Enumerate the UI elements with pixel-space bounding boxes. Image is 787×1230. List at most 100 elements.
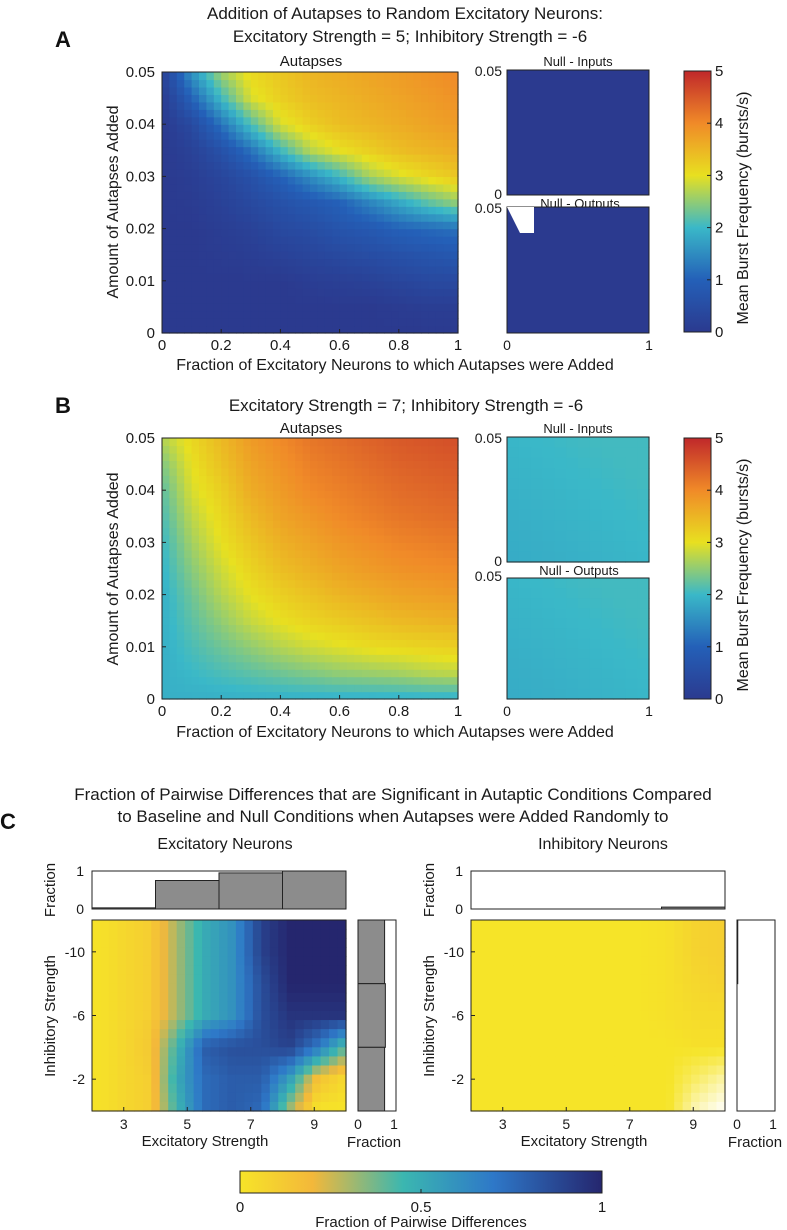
panel-c-inhibitory-heatmap-cell [504, 1101, 514, 1112]
panel-b-heatmap-cell [169, 467, 178, 476]
panel-c-inhibitory-side-xlabel: Fraction [728, 1134, 782, 1151]
panel-b-heatmap-cell [332, 609, 341, 618]
panel-a-heatmap-cell [280, 288, 289, 297]
panel-b-null-outputs-cell [578, 598, 591, 609]
panel-c-excitatory-heatmap-cell [320, 920, 330, 930]
panel-c-excitatory-heatmap-cell [185, 929, 195, 939]
panel-b-heatmap-cell [310, 646, 318, 655]
panel-b-heatmap-cell [421, 684, 429, 693]
panel-c-inhibitory-heatmap-cell [504, 1020, 514, 1030]
panel-b-heatmap-cell [398, 661, 407, 670]
panel-a-heatmap-cell [443, 183, 452, 192]
panel-a-heatmap-cell [213, 116, 222, 125]
panel-a-colorbar-tick-label: 1 [715, 272, 723, 289]
panel-b-heatmap-cell [369, 467, 378, 476]
panel-b-heatmap-cell [162, 572, 170, 581]
panel-a-null-inputs-title: Null - Inputs [543, 54, 613, 69]
panel-b-heatmap-cell [273, 542, 281, 551]
panel-a-heatmap-cell [213, 236, 222, 245]
panel-b-heatmap-cell [184, 438, 193, 447]
panel-b-heatmap-cell [265, 572, 274, 581]
panel-a-heatmap-cell [206, 124, 215, 133]
panel-b-heatmap-cell [443, 616, 452, 626]
panel-b-heatmap-cell [280, 452, 289, 461]
panel-b-heatmap-cell [435, 549, 444, 558]
panel-b-heatmap-cell [169, 557, 178, 566]
panel-c-inhibitory-heatmap-cell [530, 1029, 540, 1039]
panel-b-heatmap-cell [213, 460, 222, 469]
panel-a-heatmap-cell [347, 139, 355, 148]
panel-b-heatmap-cell [258, 676, 267, 685]
panel-c-excitatory-heatmap-cell [261, 1010, 271, 1021]
panel-c-excitatory-heatmap-cell [269, 1020, 279, 1030]
panel-b-null-outputs-cell [637, 618, 650, 630]
panel-a-heatmap-cell [184, 303, 193, 312]
panel-b-heatmap-cell [176, 460, 185, 469]
panel-b-heatmap-cell [369, 512, 378, 521]
panel-c-excitatory-heatmap-cell [286, 1047, 296, 1058]
panel-b-null-outputs-cell [578, 618, 591, 630]
panel-b-null-inputs-cell [566, 468, 579, 480]
panel-b-heatmap-cell [258, 527, 267, 536]
panel-a-heatmap-cell [339, 236, 348, 245]
panel-c-inhibitory-heatmap-cell [471, 1056, 481, 1067]
panel-a-heatmap-cell [391, 198, 400, 207]
panel-c-inhibitory-heatmap-cell [564, 1020, 574, 1030]
panel-a-heatmap-cell [302, 154, 311, 163]
panel-a-heatmap-cell [302, 303, 311, 312]
panel-c-inhibitory-heatmap-cell [471, 1001, 481, 1012]
panel-c-inhibitory-heatmap-cell [572, 1074, 582, 1085]
panel-b-heatmap-cell [421, 467, 429, 476]
panel-c-excitatory-heatmap-cell [108, 956, 118, 967]
panel-b-heatmap-cell [443, 490, 452, 499]
panel-c-excitatory-heatmap-cell [100, 1010, 110, 1021]
panel-b-heatmap-cell [213, 616, 222, 626]
panel-a-heatmap-cell [376, 325, 385, 334]
panel-a-heatmap-cell [369, 258, 378, 267]
panel-b-heatmap-cell [435, 579, 444, 588]
panel-b-heatmap-cell [265, 594, 274, 603]
panel-a-heatmap-cell [435, 183, 444, 192]
panel-a-heatmap-cell [295, 310, 304, 319]
panel-b-heatmap-cell [421, 631, 429, 640]
panel-b-null-inputs-cell [625, 551, 638, 563]
panel-c-inhibitory-heatmap-cell [623, 1001, 633, 1012]
panel-a-heatmap-cell [435, 86, 444, 95]
panel-b-heatmap-cell [339, 467, 348, 476]
panel-a-heatmap-cell [280, 146, 289, 155]
panel-c-excitatory-heatmap-cell [108, 965, 118, 976]
panel-b-null-outputs-cell [566, 638, 579, 650]
panel-b-heatmap-cell [435, 534, 444, 543]
panel-b-heatmap-cell [265, 639, 274, 648]
panel-c-excitatory-heatmap-cell [337, 965, 347, 976]
panel-c-excitatory-heatmap-cell [142, 974, 152, 985]
panel-a-heatmap-cell [295, 318, 304, 327]
panel-b-heatmap-cell [228, 654, 237, 663]
panel-b-heatmap-cell [384, 460, 392, 469]
panel-a-heatmap-cell [206, 168, 215, 177]
panel-b-heatmap-cell [213, 654, 222, 663]
panel-a-heatmap-cell [376, 295, 385, 304]
panel-b-heatmap-cell [273, 661, 281, 670]
panel-c-excitatory-heatmap-cell [252, 947, 262, 957]
panel-c-excitatory-heatmap-cell [168, 956, 178, 967]
panel-c-excitatory-heatmap-cell [278, 920, 288, 930]
panel-a-heatmap-cell [435, 191, 444, 200]
panel-b-heatmap-cell [221, 490, 230, 499]
panel-c-inhibitory-heatmap-cell [479, 1029, 489, 1039]
panel-c-excitatory-heatmap-cell [235, 1065, 245, 1076]
panel-b-heatmap-cell [391, 460, 400, 469]
panel-c-excitatory-heatmap-cell [210, 1083, 220, 1094]
panel-a-heatmap-cell [162, 228, 170, 237]
panel-c-inhibitory-heatmap-cell [708, 1001, 718, 1012]
panel-c-excitatory-heatmap-cell [202, 920, 212, 930]
panel-b-heatmap-cell [184, 505, 193, 514]
panel-c-inhibitory-xtick-label: 9 [689, 1116, 697, 1132]
panel-b-heatmap-cell [199, 467, 207, 476]
panel-b-null-inputs-cell [507, 478, 520, 490]
panel-b-heatmap-cell [428, 467, 437, 476]
panel-c-excitatory-heatmap-cell [227, 1038, 237, 1048]
panel-b-heatmap-cell [435, 631, 444, 640]
panel-c-inhibitory-heatmap-cell [648, 1083, 658, 1094]
panel-a-heatmap-cell [273, 250, 281, 260]
